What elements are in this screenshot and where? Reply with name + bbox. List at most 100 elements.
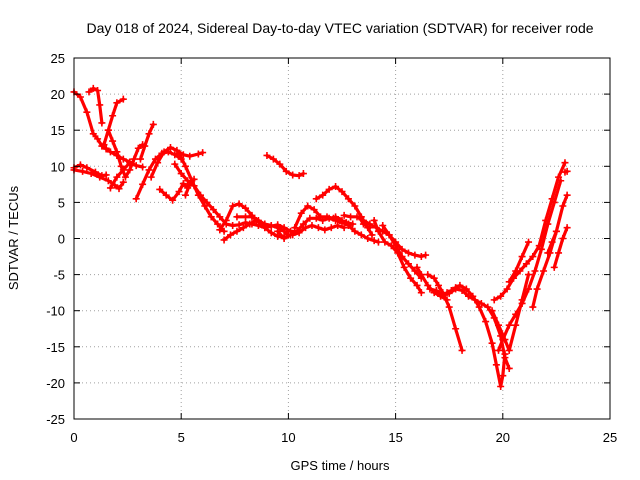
data-point	[295, 172, 303, 180]
series-track-09	[136, 120, 157, 163]
data-point	[119, 155, 127, 163]
data-point	[456, 281, 464, 289]
y-tick-label: 15	[51, 123, 65, 138]
series-track-11	[147, 144, 207, 181]
data-point	[233, 213, 241, 221]
data-point	[306, 214, 314, 222]
data-point	[126, 166, 134, 174]
data-point	[299, 170, 307, 178]
data-point	[76, 93, 84, 101]
data-point	[113, 148, 121, 156]
data-point	[529, 253, 537, 261]
data-point	[426, 285, 434, 293]
data-point	[289, 171, 297, 179]
x-tick-label: 0	[70, 430, 77, 445]
x-tick-label: 25	[603, 430, 617, 445]
data-point	[109, 137, 117, 145]
y-tick-label: -15	[46, 340, 65, 355]
data-point	[505, 278, 513, 286]
data-point	[424, 281, 432, 289]
data-point	[398, 245, 406, 253]
data-point	[98, 119, 106, 127]
data-point	[518, 253, 526, 261]
data-point	[495, 346, 503, 354]
data-point	[132, 195, 140, 203]
data-point	[351, 227, 359, 235]
data-point	[229, 222, 237, 230]
data-point	[417, 253, 425, 261]
data-point	[477, 299, 485, 307]
data-point	[254, 216, 262, 224]
data-point	[295, 229, 303, 237]
data-point	[102, 171, 110, 179]
data-point	[201, 202, 209, 210]
data-point	[417, 289, 425, 297]
data-point	[488, 307, 496, 315]
data-point	[398, 253, 406, 261]
data-point	[563, 224, 571, 232]
data-point	[484, 303, 492, 311]
data-point	[121, 173, 129, 181]
data-point	[357, 231, 365, 239]
series-track-19	[263, 151, 307, 180]
data-point	[119, 178, 127, 186]
data-point	[557, 177, 565, 185]
data-point	[203, 198, 211, 206]
data-point	[407, 274, 415, 282]
data-point	[261, 220, 269, 228]
data-point	[280, 227, 288, 235]
data-point	[505, 321, 513, 329]
data-point	[145, 166, 153, 174]
series-track	[108, 161, 132, 190]
data-point	[113, 99, 121, 107]
data-point	[325, 185, 333, 193]
data-point	[501, 336, 509, 344]
series-track-40	[561, 167, 571, 176]
series-track-36	[505, 238, 533, 286]
data-point	[518, 296, 526, 304]
data-point	[115, 185, 123, 193]
data-point	[166, 144, 174, 152]
data-point	[220, 236, 228, 244]
series-track-32	[443, 281, 509, 391]
data-point	[475, 303, 483, 311]
data-point	[267, 222, 275, 230]
data-point	[229, 202, 237, 210]
data-point	[424, 271, 432, 279]
data-point	[452, 325, 460, 333]
series-track-15	[181, 175, 198, 199]
data-point	[139, 180, 147, 188]
data-point	[194, 150, 202, 158]
data-point	[216, 226, 224, 234]
data-point	[149, 120, 157, 128]
data-point	[501, 350, 509, 358]
y-tick-label: -25	[46, 412, 65, 427]
data-point	[85, 88, 93, 96]
data-point	[512, 321, 520, 329]
data-point	[220, 227, 228, 235]
data-point	[171, 151, 179, 159]
series-track-04	[85, 84, 106, 127]
data-point	[134, 144, 142, 152]
data-point	[344, 222, 352, 230]
data-point	[186, 152, 194, 160]
y-tick-label: 10	[51, 159, 65, 174]
data-point	[445, 303, 453, 311]
series-track	[552, 226, 569, 269]
data-point	[147, 173, 155, 181]
data-point	[550, 198, 558, 206]
data-point	[79, 167, 87, 175]
data-point	[94, 86, 102, 94]
data-point	[280, 235, 288, 242]
data-point	[432, 286, 440, 294]
data-point	[332, 183, 340, 191]
data-point	[552, 227, 560, 235]
data-point	[540, 267, 548, 275]
data-point	[340, 224, 348, 232]
data-point	[83, 164, 91, 172]
data-point	[492, 361, 500, 369]
data-point	[106, 148, 114, 156]
data-point	[162, 191, 170, 199]
data-point	[544, 249, 552, 257]
data-point	[364, 235, 372, 242]
